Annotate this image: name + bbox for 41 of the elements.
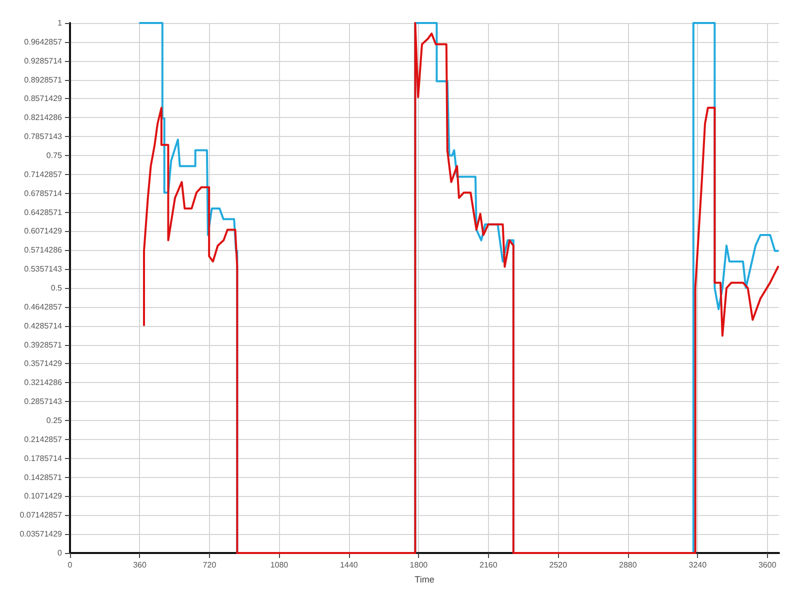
y-tick-label: 0.2857143 (24, 397, 63, 406)
x-tick-label: 2880 (619, 560, 638, 570)
y-tick-label: 1 (58, 18, 63, 28)
y-tick-label: 0.6071429 (24, 226, 63, 236)
y-tick-label: 0.3928571 (24, 340, 63, 350)
y-tick-label: 0.4642857 (24, 302, 63, 312)
x-tick-label: 3600 (758, 560, 777, 570)
y-tick-label: 0.75 (46, 151, 63, 160)
y-tick-label: 0 (58, 548, 63, 558)
y-tick-label: 0.1428571 (24, 472, 63, 482)
y-tick-label: 0.1071429 (24, 492, 63, 501)
y-tick-label: 0.3571429 (24, 359, 63, 368)
y-tick-label: 0.2142857 (24, 434, 63, 444)
x-tick-label: 3240 (688, 560, 708, 570)
x-tick-label: 720 (202, 560, 217, 570)
y-tick-label: 0.4285714 (24, 321, 63, 330)
y-tick-label: 0.7142857 (24, 170, 63, 179)
y-tick-label: 0.25 (46, 416, 63, 425)
x-tick-label: 360 (133, 560, 147, 570)
y-tick-label: 0.1785714 (24, 454, 63, 463)
y-tick-label: 0.8214286 (24, 113, 63, 122)
y-tick-label: 0.9642857 (24, 37, 63, 46)
x-tick-label: 1800 (410, 560, 428, 570)
x-tick-label: 2520 (549, 560, 568, 570)
y-tick-label: 0.8928571 (24, 75, 63, 84)
x-tick-label: 0 (68, 560, 73, 570)
y-tick-label: 0.8571429 (24, 94, 63, 104)
y-tick-label: 0.03571429 (20, 530, 63, 539)
y-tick-label: 0.6428571 (24, 208, 63, 217)
x-tick-label: 2160 (480, 560, 498, 570)
y-tick-label: 0.9285714 (24, 56, 63, 66)
x-tick-label: 1080 (270, 560, 289, 570)
x-axis-title: Time (414, 574, 434, 584)
y-tick-label: 0.6785714 (24, 188, 63, 198)
y-tick-label: 0.3214286 (24, 378, 63, 388)
x-tick-label: 1440 (340, 560, 358, 570)
y-tick-label: 0.5357143 (24, 264, 63, 274)
y-tick-label: 0.5 (50, 284, 63, 292)
y-tick-label: 0.5714286 (24, 246, 63, 255)
y-tick-label: 0.7857143 (24, 132, 63, 142)
y-tick-label: 0.07142857 (20, 510, 63, 520)
